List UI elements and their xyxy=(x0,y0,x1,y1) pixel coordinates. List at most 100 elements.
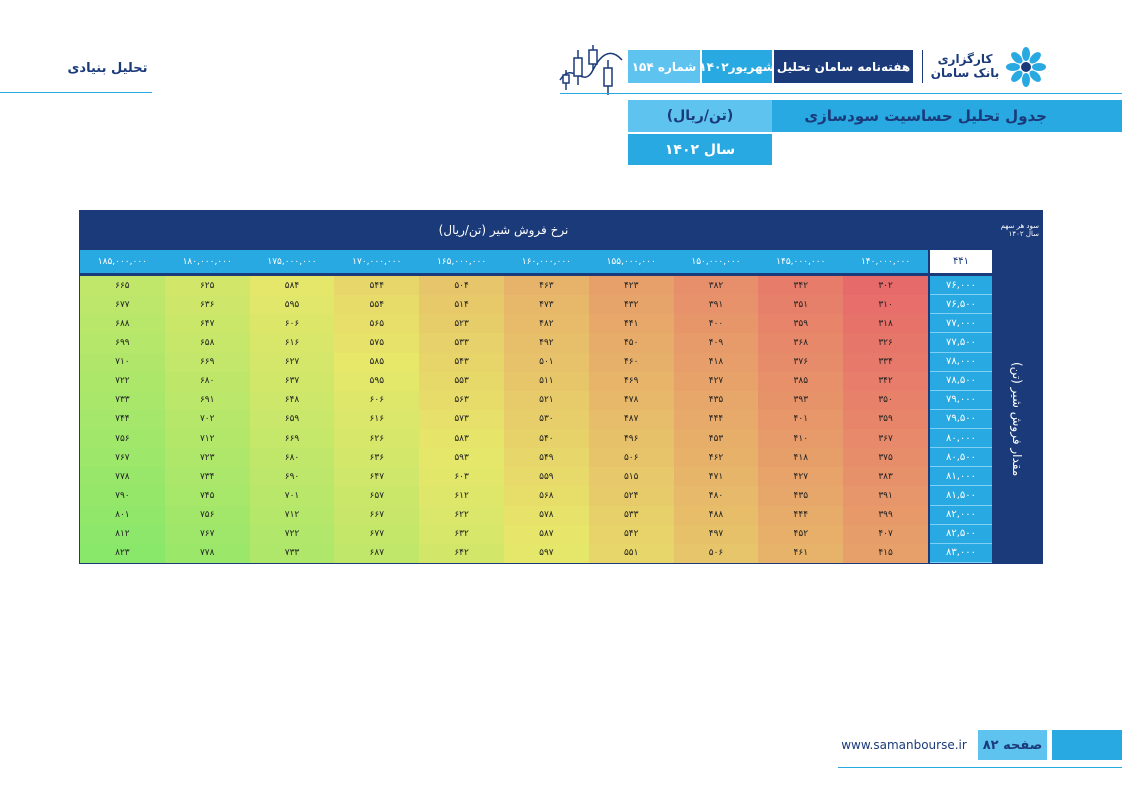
cell: ۵۹۳ xyxy=(419,448,504,468)
cell: ۴۴۱ xyxy=(588,314,674,334)
row-label: ۷۸,۵۰۰ xyxy=(930,371,992,391)
corner-title: سود هر سهم سال ۱۴۰۲ xyxy=(991,213,1043,247)
cell: ۴۸۰ xyxy=(673,486,759,506)
cell: ۵۵۳ xyxy=(419,371,504,391)
cell: ۶۱۲ xyxy=(419,486,504,506)
cell: ۳۶۷ xyxy=(843,429,928,449)
cell: ۷۴۴ xyxy=(80,409,165,430)
column-header: ۱۵۰,۰۰۰,۰۰۰ xyxy=(673,250,759,273)
cell: ۷۹۰ xyxy=(80,486,165,506)
cell: ۳۰۲ xyxy=(843,276,928,296)
cell: ۶۲۵ xyxy=(164,276,250,296)
cell: ۵۹۷ xyxy=(504,543,589,563)
col-title: نرخ فروش شیر (تن/ریال) xyxy=(438,223,569,237)
cell: ۴۶۳ xyxy=(504,276,589,296)
cell: ۵۰۴ xyxy=(419,276,504,296)
section-title: تحلیل بنیادی xyxy=(67,60,148,76)
cell: ۷۰۲ xyxy=(164,409,250,430)
cell: ۵۷۵ xyxy=(334,333,420,353)
year: سال ۱۴۰۲ xyxy=(628,134,772,165)
cell: ۳۹۹ xyxy=(843,505,928,525)
corner-cell: ۴۴۱ xyxy=(930,250,992,273)
column-header: ۱۶۵,۰۰۰,۰۰۰ xyxy=(419,250,504,273)
cell: ۵۵۱ xyxy=(588,543,674,563)
cell: ۷۳۳ xyxy=(249,543,335,563)
cell: ۵۳۰ xyxy=(504,409,589,430)
row-label: ۷۹,۵۰۰ xyxy=(930,409,992,430)
row-label: ۷۷,۵۰۰ xyxy=(930,333,992,353)
cell: ۶۸۰ xyxy=(164,371,250,391)
cell: ۴۰۷ xyxy=(843,524,928,544)
title: جدول تحلیل حساسیت سودسازی xyxy=(772,100,1122,132)
cell: ۳۹۳ xyxy=(758,390,844,410)
cell: ۴۴۴ xyxy=(758,505,844,525)
row-label: ۸۰,۰۰۰ xyxy=(930,429,992,449)
cell: ۷۰۱ xyxy=(249,486,335,506)
cell: ۶۹۱ xyxy=(164,390,250,410)
cell: ۴۱۵ xyxy=(843,543,928,563)
cell: ۶۴۷ xyxy=(164,314,250,334)
cell: ۶۵۷ xyxy=(334,486,420,506)
cell: ۶۸۸ xyxy=(80,314,165,334)
cell: ۴۸۷ xyxy=(588,409,674,430)
cell: ۴۲۷ xyxy=(758,467,844,487)
cell: ۳۸۵ xyxy=(758,371,844,391)
cell: ۴۳۵ xyxy=(758,486,844,506)
cell: ۴۰۹ xyxy=(673,333,759,353)
cell: ۶۰۶ xyxy=(249,314,335,334)
cell: ۵۶۸ xyxy=(504,486,589,506)
cell: ۶۶۹ xyxy=(249,429,335,449)
page-number: صفحه ۸۲ xyxy=(978,730,1047,760)
cell: ۷۵۶ xyxy=(164,505,250,525)
row-label: ۸۲,۵۰۰ xyxy=(930,524,992,544)
cell: ۵۰۶ xyxy=(588,448,674,468)
cell: ۵۰۱ xyxy=(504,352,589,372)
cell: ۴۵۳ xyxy=(673,429,759,449)
row-label: ۸۱,۵۰۰ xyxy=(930,486,992,506)
cell: ۷۱۲ xyxy=(249,505,335,525)
cell: ۴۶۲ xyxy=(673,448,759,468)
cell: ۴۲۷ xyxy=(673,371,759,391)
magazine: هفته‌نامه سامان تحلیل xyxy=(774,50,913,83)
cell: ۷۷۸ xyxy=(164,543,250,563)
cell: ۶۲۲ xyxy=(419,505,504,525)
row-label: ۸۲,۰۰۰ xyxy=(930,505,992,525)
cell: ۵۸۷ xyxy=(504,524,589,544)
cell: ۵۸۵ xyxy=(334,352,420,372)
cell: ۶۸۰ xyxy=(249,448,335,468)
cell: ۶۱۶ xyxy=(249,333,335,353)
cell: ۳۷۶ xyxy=(758,352,844,372)
cell: ۵۲۳ xyxy=(419,314,504,334)
row-label: ۸۱,۰۰۰ xyxy=(930,467,992,487)
row-label: ۷۸,۰۰۰ xyxy=(930,352,992,372)
cell: ۴۴۴ xyxy=(673,409,759,430)
cell: ۴۶۱ xyxy=(758,543,844,563)
cell: ۶۹۹ xyxy=(80,333,165,353)
cell: ۷۶۷ xyxy=(80,448,165,468)
cell: ۷۷۸ xyxy=(80,467,165,487)
column-header: ۱۴۵,۰۰۰,۰۰۰ xyxy=(758,250,844,273)
cell: ۶۴۸ xyxy=(249,390,335,410)
cell: ۸۰۱ xyxy=(80,505,165,525)
cell: ۳۴۲ xyxy=(758,276,844,296)
cell: ۵۳۳ xyxy=(588,505,674,525)
column-header: ۱۸۵,۰۰۰,۰۰۰ xyxy=(80,250,165,273)
cell: ۷۲۳ xyxy=(164,448,250,468)
rule xyxy=(560,93,1122,94)
cell: ۵۳۳ xyxy=(419,333,504,353)
cell: ۵۸۴ xyxy=(249,276,335,296)
cell: ۶۰۳ xyxy=(419,467,504,487)
column-header: ۱۷۰,۰۰۰,۰۰۰ xyxy=(334,250,420,273)
cell: ۳۱۸ xyxy=(843,314,928,334)
url: www.samanbourse.ir xyxy=(841,738,967,752)
cell: ۴۳۲ xyxy=(588,295,674,315)
cell: ۵۷۸ xyxy=(504,505,589,525)
cell: ۶۴۲ xyxy=(419,543,504,563)
cell: ۵۵۴ xyxy=(334,295,420,315)
cell: ۴۶۹ xyxy=(588,371,674,391)
cell: ۶۳۷ xyxy=(249,371,335,391)
cell: ۶۴۷ xyxy=(334,467,420,487)
cell: ۶۱۶ xyxy=(334,409,420,430)
cell: ۳۶۸ xyxy=(758,333,844,353)
